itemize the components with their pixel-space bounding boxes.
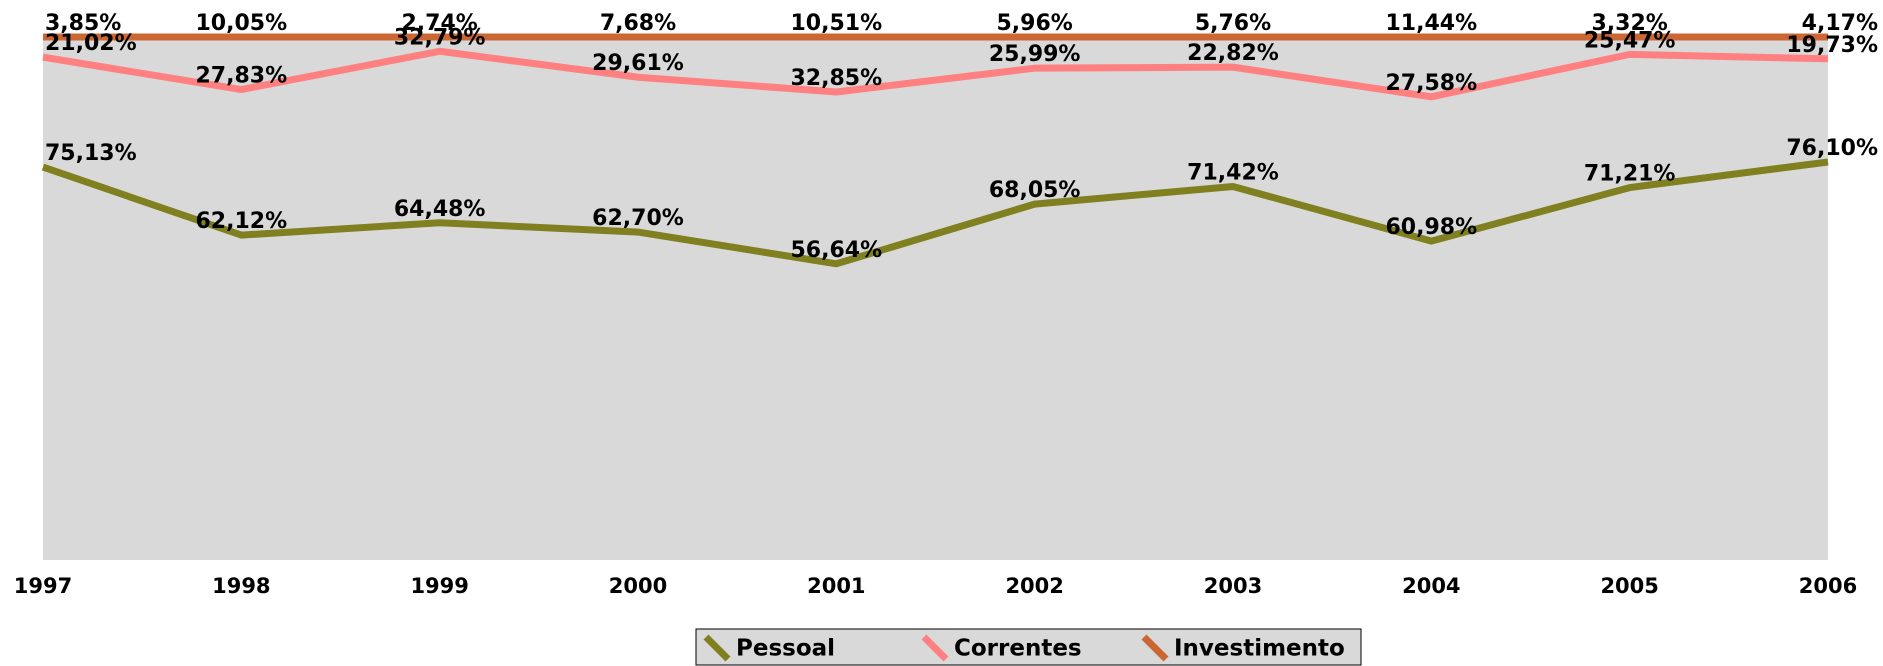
x-tick-label: 2002: [1005, 574, 1063, 598]
legend-swatch: [1141, 634, 1169, 662]
data-label: 5,96%: [997, 11, 1073, 36]
data-label: 62,12%: [196, 209, 288, 234]
data-label: 7,68%: [600, 11, 676, 36]
x-tick-label: 1999: [410, 574, 468, 598]
data-label: 68,05%: [989, 178, 1081, 203]
data-label: 2,74%: [402, 11, 478, 36]
legend-label: Correntes: [954, 636, 1082, 662]
series-line: [42, 47, 1829, 101]
x-tick-label: 2006: [1799, 574, 1857, 598]
x-tick-label: 2001: [807, 574, 865, 598]
data-label: 21,02%: [45, 31, 137, 56]
data-label: 27,83%: [196, 64, 288, 89]
data-label: 3,85%: [45, 11, 121, 36]
x-tick-label: 1998: [212, 574, 270, 598]
legend: Pessoal Correntes Investimento: [695, 628, 1362, 666]
x-tick-label: 2000: [609, 574, 667, 598]
data-label: 10,51%: [791, 11, 883, 36]
data-label: 32,79%: [394, 25, 486, 50]
data-label: 62,70%: [592, 206, 684, 231]
data-label: 71,21%: [1584, 162, 1676, 187]
data-label: 25,47%: [1584, 28, 1676, 53]
legend-swatch: [703, 634, 731, 662]
legend-label: Investimento: [1174, 636, 1345, 662]
series-line: [41, 158, 1829, 268]
data-label: 64,48%: [394, 197, 486, 222]
data-label: 19,73%: [1786, 33, 1878, 58]
data-label: 11,44%: [1386, 11, 1478, 36]
x-tick-label: 2003: [1204, 574, 1262, 598]
data-label: 3,32%: [1592, 11, 1668, 36]
x-tick-label: 2005: [1600, 574, 1658, 598]
legend-label: Pessoal: [736, 636, 835, 662]
x-tick-label: 2004: [1402, 574, 1460, 598]
legend-swatch: [921, 634, 949, 662]
plot-area: [43, 37, 1828, 560]
data-label: 10,05%: [196, 11, 288, 36]
data-label: 29,61%: [592, 51, 684, 76]
data-label: 71,42%: [1187, 160, 1279, 185]
legend-box: [695, 628, 1362, 666]
data-label: 27,58%: [1386, 71, 1478, 96]
data-label: 5,76%: [1195, 11, 1271, 36]
data-label: 25,99%: [989, 42, 1081, 67]
data-label: 75,13%: [45, 141, 137, 166]
x-tick-label: 1997: [14, 574, 72, 598]
data-label: 76,10%: [1786, 136, 1878, 161]
data-label: 22,82%: [1187, 41, 1279, 66]
data-label: 60,98%: [1386, 215, 1478, 240]
data-label: 32,85%: [791, 66, 883, 91]
data-label: 56,64%: [791, 238, 883, 263]
data-label: 4,17%: [1802, 11, 1878, 36]
